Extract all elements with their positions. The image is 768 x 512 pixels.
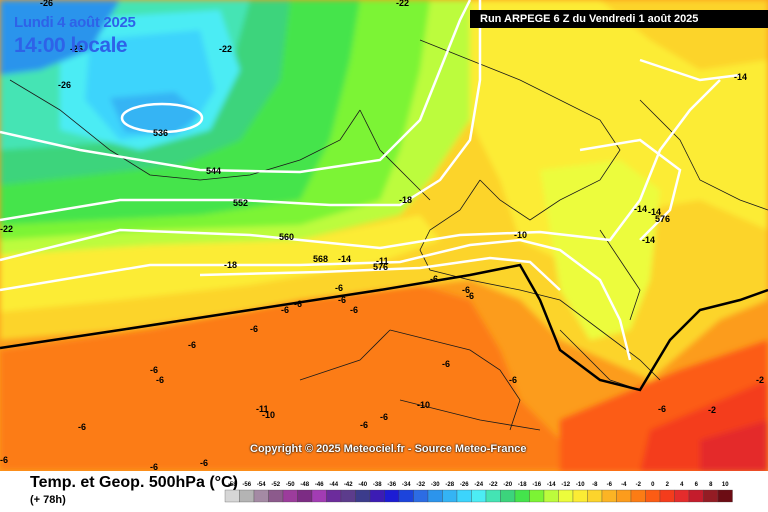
- temp-label: -6: [0, 455, 8, 465]
- temp-label: -18: [399, 195, 412, 205]
- temperature-labels: -26 -26 -22 -22 -18 -18 -14 -14 -14 -14 …: [0, 0, 764, 472]
- temp-label: -11: [256, 404, 269, 414]
- geopotential-labels: 536 544 552 560 568 576 576: [153, 128, 670, 272]
- contour-536: [120, 102, 204, 134]
- temp-label: -6: [200, 458, 208, 468]
- forecast-time: 14:00 locale: [14, 34, 128, 57]
- temp-label: -10: [514, 230, 527, 240]
- temp-label: -14: [338, 254, 351, 264]
- temp-label: -6: [281, 305, 289, 315]
- temp-label: -6: [150, 365, 158, 375]
- temp-label: -6: [430, 274, 438, 284]
- temp-label: -6: [150, 462, 158, 472]
- geop-label: 560: [279, 232, 294, 242]
- temp-label: -6: [78, 422, 86, 432]
- temp-label: -6: [350, 305, 358, 315]
- geop-label: 568: [313, 254, 328, 264]
- run-info: Run ARPEGE 6 Z du Vendredi 1 août 2025: [470, 10, 768, 28]
- temp-label: -26: [40, 0, 53, 8]
- geop-label: 536: [153, 128, 168, 138]
- temp-label: -2: [756, 375, 764, 385]
- temp-label: -10: [262, 410, 275, 420]
- temp-label: -6: [509, 375, 517, 385]
- geop-label: 552: [233, 198, 248, 208]
- geop-label: 576: [373, 262, 388, 272]
- temp-label: -10: [417, 400, 430, 410]
- temp-label: -6: [466, 291, 474, 301]
- temp-label: -22: [0, 224, 13, 234]
- forecast-date: Lundi 4 août 2025: [14, 14, 136, 31]
- contour-552: [0, 0, 482, 222]
- forecast-hour: (+ 78h): [30, 494, 66, 506]
- geopotential-contours: [0, 0, 741, 361]
- temp-label: -6: [188, 340, 196, 350]
- contour-544: [0, 0, 472, 174]
- temp-label: -26: [70, 44, 83, 54]
- temp-label: -6: [294, 299, 302, 309]
- contour-576: [199, 256, 561, 291]
- copyright-notice: Copyright © 2025 Meteociel.fr - Source M…: [250, 443, 527, 455]
- geop-label: 544: [206, 166, 221, 176]
- temp-label: -6: [442, 359, 450, 369]
- temperature-field: [0, 0, 768, 472]
- temp-label: -14: [734, 72, 747, 82]
- temp-label: -6: [360, 420, 368, 430]
- temp-label: -14: [642, 235, 655, 245]
- temp-label: -6: [462, 285, 470, 295]
- temp-label: -18: [224, 260, 237, 270]
- contour-568: [0, 238, 632, 361]
- temp-label: -11: [376, 256, 389, 266]
- temp-label: -2: [708, 405, 716, 415]
- map-title: Temp. et Geop. 500hPa (°C): [30, 474, 238, 491]
- temp-label: -14: [648, 207, 661, 217]
- contour-ne: [639, 58, 741, 82]
- temp-label: -6: [338, 295, 346, 305]
- isotherm-line: [0, 263, 768, 392]
- temp-label: -6: [380, 412, 388, 422]
- contour-560: [0, 79, 721, 262]
- temp-label: -6: [156, 375, 164, 385]
- geop-label: 576: [655, 214, 670, 224]
- temp-label: -14: [634, 204, 647, 214]
- temp-label: -6: [335, 283, 343, 293]
- temp-label: -6: [658, 404, 666, 414]
- temp-label: -22: [396, 0, 409, 8]
- temp-label: -22: [219, 44, 232, 54]
- temp-label: -26: [58, 80, 71, 90]
- temp-label: -6: [250, 324, 258, 334]
- contour-east: [579, 138, 682, 241]
